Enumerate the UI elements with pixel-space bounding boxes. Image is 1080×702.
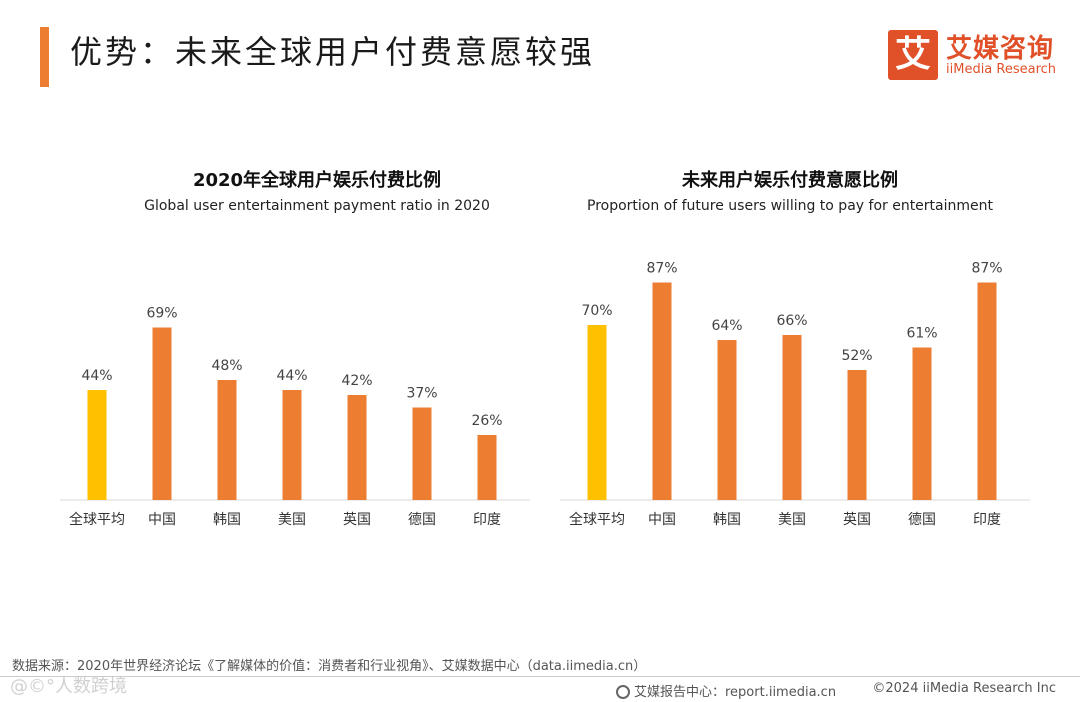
chart1-subtitle: Global user entertainment payment ratio … xyxy=(144,198,490,214)
title-accent-bar xyxy=(40,27,49,87)
data-source-note: 数据来源：2020年世界经济论坛《了解媒体的价值：消费者和行业视角》、艾媒数据中… xyxy=(12,659,647,674)
category-label: 美国 xyxy=(778,512,806,528)
footer-copyright: ©2024 iiMedia Research Inc xyxy=(872,681,1056,696)
bar-全球平均 xyxy=(587,325,607,500)
chart2-subtitle: Proportion of future users willing to pa… xyxy=(587,198,993,214)
category-label: 英国 xyxy=(343,511,371,528)
category-label: 韩国 xyxy=(713,512,741,528)
chart1-title: 2020年全球用户娱乐付费比例 xyxy=(192,170,442,191)
category-label: 印度 xyxy=(973,512,1001,528)
data-label: 61% xyxy=(906,326,937,342)
data-label: 37% xyxy=(406,386,437,402)
data-label: 87% xyxy=(971,261,1002,277)
data-label: 64% xyxy=(711,318,742,334)
category-label: 德国 xyxy=(908,512,936,528)
category-label: 德国 xyxy=(408,512,436,528)
footer-divider xyxy=(0,676,1080,677)
category-label: 中国 xyxy=(148,512,176,528)
bar-德国 xyxy=(412,407,432,500)
bar-美国 xyxy=(782,335,802,500)
data-label: 42% xyxy=(341,373,372,389)
bar-美国 xyxy=(282,390,302,500)
data-label: 48% xyxy=(211,358,242,374)
chart2-bar-chart: 70% 全球平均 87% 中国 64% 韩国 66% 美国 52% 英国 61% 德国 87% 印度 xyxy=(560,261,1030,528)
bar-印度 xyxy=(477,435,497,500)
brand-logo: 艾 艾媒咨询 iiMedia Research xyxy=(888,28,1060,84)
data-label: 69% xyxy=(146,306,177,322)
category-label: 韩国 xyxy=(213,512,241,528)
chart1-bar-chart: 44% 全球平均 69% 中国 48% 韩国 44% 美国 42% 英国 37% 德国 26% 印度 xyxy=(60,306,530,528)
category-label: 印度 xyxy=(473,512,501,528)
bar-中国 xyxy=(652,282,672,500)
page-title: 优势：未来全球用户付费意愿较强 xyxy=(70,33,596,71)
bar-英国 xyxy=(347,395,367,500)
category-label: 美国 xyxy=(278,512,306,528)
watermark: @©°人数跨境 xyxy=(10,676,127,697)
data-label: 52% xyxy=(841,348,872,364)
logo-mark-icon: 艾 xyxy=(888,30,938,80)
data-label: 26% xyxy=(471,413,502,429)
bar-韩国 xyxy=(717,340,737,500)
bar-全球平均 xyxy=(87,390,107,500)
bar-中国 xyxy=(152,327,172,500)
logo-name-en: iiMedia Research xyxy=(946,62,1057,77)
category-label: 全球平均 xyxy=(569,511,625,528)
data-label: 70% xyxy=(581,303,612,319)
chart2-title: 未来用户娱乐付费意愿比例 xyxy=(682,170,898,191)
footer-report-center[interactable]: 艾媒报告中心：report.iimedia.cn xyxy=(616,681,836,700)
bar-韩国 xyxy=(217,380,237,500)
data-label: 44% xyxy=(276,368,307,384)
bar-印度 xyxy=(977,282,997,500)
category-label: 全球平均 xyxy=(69,511,125,528)
bar-德国 xyxy=(912,347,932,500)
logo-name-cn: 艾媒咨询 xyxy=(946,34,1055,64)
report-center-icon xyxy=(616,685,630,699)
data-label: 87% xyxy=(646,261,677,277)
category-label: 中国 xyxy=(648,512,676,528)
data-label: 44% xyxy=(81,368,112,384)
bar-英国 xyxy=(847,370,867,500)
footer-report-center-text: 艾媒报告中心：report.iimedia.cn xyxy=(634,685,837,700)
data-label: 66% xyxy=(776,313,807,329)
category-label: 英国 xyxy=(843,511,871,528)
